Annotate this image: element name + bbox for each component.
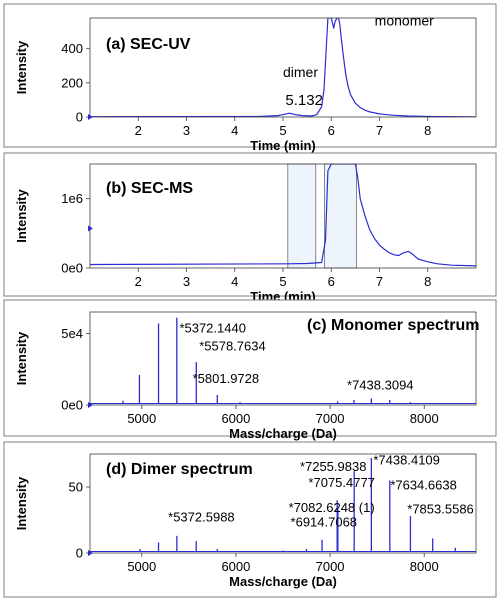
panel-frame [3, 152, 497, 297]
series-line-1 [90, 164, 476, 267]
y-axis-title: Intensity [14, 40, 29, 94]
x-tick-label: 7 [376, 274, 383, 289]
plot-area [90, 18, 476, 117]
annotation-4: *7438.3094 [347, 378, 414, 393]
y-tick-label: 200 [61, 75, 83, 90]
zero-marker [88, 114, 93, 120]
x-tick-label: 6000 [221, 559, 250, 574]
shaded-range-2 [324, 163, 357, 269]
series-line-1 [90, 18, 476, 117]
plot-area [90, 317, 476, 404]
x-tick-label: 7000 [316, 559, 345, 574]
x-tick-label: 4 [231, 274, 238, 289]
x-tick-label: 5 [279, 274, 286, 289]
plot-area [90, 164, 476, 267]
x-tick-label: 8000 [410, 411, 439, 426]
x-tick-label: 8 [424, 274, 431, 289]
x-tick-label: 2 [135, 274, 142, 289]
annotation-4: *7634.6638 [390, 478, 457, 493]
x-axis-title: Time (min) [250, 138, 316, 153]
plot-frame [89, 453, 477, 554]
y-axis-title: Intensity [14, 189, 29, 243]
annotation-8: *7853.5586 [407, 501, 474, 516]
x-tick-label: 6 [328, 274, 335, 289]
x-tick-label: 3 [183, 274, 190, 289]
annotation-7: *5372.5988 [168, 509, 235, 524]
y-axis-title: Intensity [14, 331, 29, 385]
x-tick-label: 5 [279, 123, 286, 138]
annotation-6: *6914.7068 [291, 515, 358, 530]
annotation-1: *5372.1440 [179, 321, 246, 336]
x-tick-label: 8000 [410, 559, 439, 574]
y-tick-label: 1e6 [61, 191, 83, 206]
annotation-1: *7255.9838 [300, 459, 367, 474]
y-tick-label: 0e0 [61, 261, 83, 276]
y-tick-label: 0 [76, 546, 83, 561]
zero-marker [88, 550, 93, 556]
x-tick-label: 6000 [221, 411, 250, 426]
annotation-3: 5.132 [285, 92, 323, 109]
x-axis-title: Mass/charge (Da) [229, 426, 337, 441]
panel-frame [3, 441, 497, 598]
x-tick-label: 7 [376, 123, 383, 138]
annotation-3: *7075.4777 [308, 475, 375, 490]
panel-frame [3, 299, 497, 437]
panel-title: (d) Dimer spectrum [106, 461, 253, 478]
panel-a: 2 3 4 5 6 7 8 0 200 400 Time (min) Intensity (a) SEC… [3, 3, 497, 153]
shaded-range-1 [287, 163, 317, 269]
y-tick-label: 0 [76, 110, 83, 125]
x-tick-label: 3 [183, 123, 190, 138]
x-tick-label: 2 [135, 123, 142, 138]
plot-area [90, 457, 476, 552]
x-tick-label: 8 [424, 123, 431, 138]
annotation-2: *7438.4109 [373, 453, 440, 468]
x-tick-label: 6 [328, 123, 335, 138]
panel-title: (c) Monomer spectrum [307, 317, 479, 334]
annotation-1: monomer [375, 13, 434, 29]
panel-d: 5000 6000 7000 8000 0 50 Mass/charge (Da) Inten… [3, 441, 497, 598]
x-axis-title: Mass/charge (Da) [229, 574, 337, 589]
y-tick-label: 50 [69, 480, 83, 495]
zero-marker [88, 402, 93, 408]
y-tick-label: 0e0 [61, 398, 83, 413]
y-tick-label: 400 [61, 41, 83, 56]
y-axis-title: Intensity [14, 476, 29, 530]
zero-marker [88, 225, 93, 232]
annotation-2: *5578.7634 [199, 339, 266, 354]
panel-title: (b) SEC-MS [106, 180, 193, 197]
panel-c: 5000 6000 7000 8000 0e0 5e4 Mass/charge (Da) In… [3, 299, 497, 441]
x-tick-label: 4 [231, 123, 238, 138]
annotation-2: dimer [283, 64, 318, 80]
annotation-5: *7082.6248 (1) [289, 500, 375, 515]
panel-frame [3, 3, 497, 148]
x-tick-label: 5000 [127, 411, 156, 426]
annotation-3: *5801.9728 [193, 371, 260, 386]
panel-title: (a) SEC-UV [106, 36, 191, 53]
x-tick-label: 7000 [316, 411, 345, 426]
x-tick-label: 5000 [127, 559, 156, 574]
plot-frame [89, 311, 477, 406]
y-tick-label: 5e4 [61, 326, 83, 341]
